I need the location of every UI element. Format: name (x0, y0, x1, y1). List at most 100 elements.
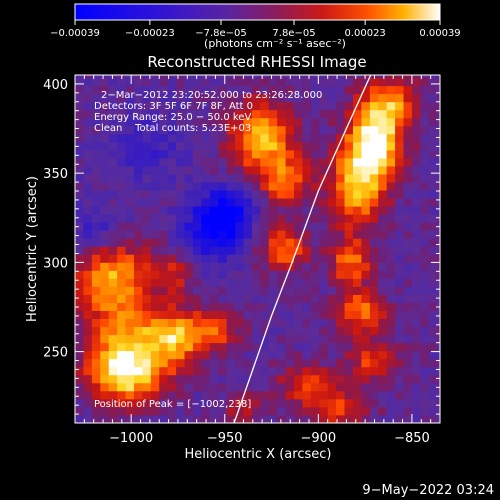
heatmap-cell (386, 93, 396, 103)
heatmap-cell (344, 238, 354, 247)
heatmap-cell (260, 214, 270, 223)
y-tick-label: 350 (43, 167, 68, 182)
heatmap-cell (294, 109, 303, 119)
heatmap-cell (403, 222, 413, 231)
heatmap-cell (294, 93, 303, 103)
heatmap-cell (352, 414, 362, 423)
heatmap-cell (395, 310, 404, 319)
heatmap-cell (428, 109, 438, 119)
heatmap-cell (251, 406, 261, 416)
heatmap-cell (395, 85, 404, 95)
heatmap-cell (75, 117, 84, 127)
heatmap-cell (108, 157, 118, 167)
heatmap-cell (336, 166, 345, 175)
heatmap-cell (411, 141, 421, 151)
heatmap-cell (133, 294, 143, 303)
heatmap-cell (302, 198, 312, 207)
heatmap-cell (369, 214, 379, 223)
heatmap-cell (209, 358, 219, 368)
heatmap-cell (268, 350, 278, 360)
heatmap-cell (369, 262, 379, 271)
heatmap-cell (260, 93, 270, 103)
heatmap-cell (159, 398, 169, 408)
heatmap-cell (437, 294, 440, 303)
heatmap-cell (201, 198, 211, 207)
heatmap-cell (83, 398, 93, 408)
heatmap-cell (437, 182, 440, 191)
heatmap-cell (285, 182, 295, 191)
heatmap-cell (83, 85, 93, 95)
heatmap-cell (201, 270, 211, 279)
heatmap-cell (209, 125, 219, 135)
heatmap-cell (108, 75, 118, 79)
heatmap-cell (310, 414, 320, 423)
heatmap-cell (268, 398, 278, 408)
heatmap-cell (294, 141, 303, 151)
heatmap-cell (218, 222, 228, 231)
heatmap-cell (142, 238, 152, 247)
heatmap-cell (428, 238, 438, 247)
heatmap-cell (319, 157, 329, 167)
heatmap-cell (235, 382, 244, 392)
heatmap-cell (100, 238, 110, 247)
heatmap-cell (167, 77, 177, 87)
heatmap-cell (150, 310, 160, 319)
heatmap-cell (395, 174, 404, 183)
heatmap-cell (176, 174, 185, 183)
heatmap-cell (150, 101, 160, 111)
heatmap-cell (133, 182, 143, 191)
heatmap-cell (209, 222, 219, 231)
heatmap-cell (184, 406, 194, 416)
heatmap-cell (352, 246, 362, 255)
heatmap-cell (100, 334, 110, 344)
heatmap-cell (361, 270, 371, 279)
heatmap-cell (310, 278, 320, 287)
heatmap-cell (428, 206, 438, 215)
heatmap-cell (243, 101, 253, 111)
heatmap-cell (310, 382, 320, 392)
heatmap-cell (226, 366, 236, 376)
colorbar-gradient (74, 3, 441, 21)
heatmap-cell (218, 390, 228, 400)
heatmap-cell (294, 230, 303, 239)
heatmap-cell (201, 398, 211, 408)
heatmap-cell (437, 77, 440, 87)
heatmap-cell (369, 222, 379, 231)
heatmap-cell (184, 286, 194, 295)
heatmap-cell (420, 133, 430, 143)
heatmap-cell (75, 326, 84, 336)
heatmap-cell (142, 278, 152, 287)
heatmap-cell (310, 246, 320, 255)
heatmap-cell (108, 214, 118, 223)
heatmap-cell (378, 198, 388, 207)
heatmap-cell (411, 117, 421, 127)
heatmap-cell (91, 342, 101, 352)
heatmap-cell (361, 75, 371, 79)
heatmap-cell (209, 398, 219, 408)
heatmap-cell (294, 254, 303, 263)
heatmap-cell (142, 262, 152, 271)
heatmap-cell (218, 141, 228, 151)
heatmap-cell (192, 302, 202, 311)
heatmap-cell (277, 254, 286, 263)
heatmap-cell (386, 294, 396, 303)
heatmap-cell (420, 398, 430, 408)
heatmap-cell (302, 374, 312, 384)
heatmap-cell (150, 390, 160, 400)
heatmap-cell (294, 133, 303, 143)
heatmap-cell (294, 182, 303, 191)
heatmap-cell (428, 254, 438, 263)
heatmap-cell (117, 406, 126, 416)
heatmap-cell (75, 254, 84, 263)
heatmap-cell (108, 278, 118, 287)
heatmap-cell (100, 117, 110, 127)
heatmap-cell (91, 366, 101, 376)
heatmap-cell (344, 302, 354, 311)
heatmap-cell (108, 190, 118, 199)
heatmap-cell (133, 246, 143, 255)
heatmap-cell (133, 342, 143, 352)
heatmap-cell (251, 270, 261, 279)
heatmap-cell (133, 334, 143, 344)
heatmap-cell (437, 414, 440, 423)
